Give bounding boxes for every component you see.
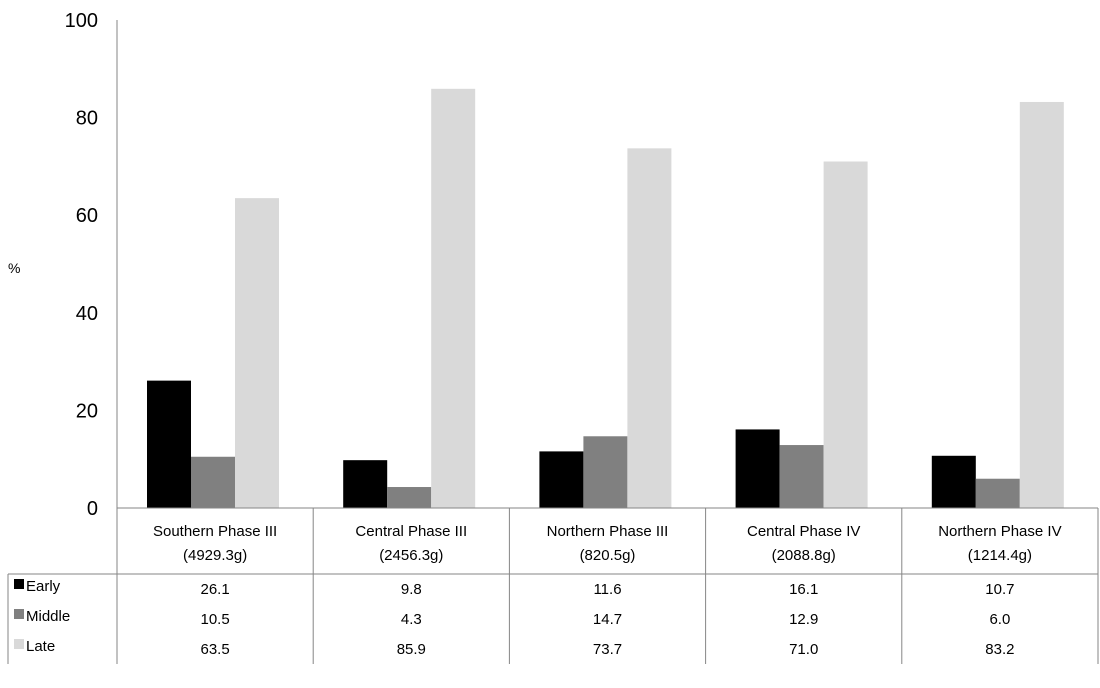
bar-middle: [583, 436, 628, 508]
data-table-cell: 85.9: [397, 641, 426, 658]
bar-early: [931, 455, 976, 508]
bar-late: [235, 198, 279, 508]
category-label: Central Phase IV: [747, 523, 860, 540]
bars: [147, 88, 1064, 509]
y-tick-label: 100: [65, 10, 98, 32]
y-tick-label: 0: [87, 498, 98, 520]
data-table-cell: 73.7: [593, 641, 622, 658]
bar-early: [735, 429, 780, 508]
bar-early: [539, 451, 584, 508]
data-table-cell: 9.8: [401, 581, 422, 598]
data-table-cell: 4.3: [401, 611, 422, 628]
y-tick-label: 40: [76, 303, 98, 325]
data-table-cell: 63.5: [200, 641, 229, 658]
bar-early: [147, 380, 191, 508]
bar-late: [823, 161, 868, 508]
legend-key-late: [14, 639, 24, 649]
category-label: Northern Phase III: [547, 523, 669, 540]
data-table-cell: 10.7: [985, 581, 1014, 598]
category-label: (4929.3g): [183, 547, 247, 564]
y-tick-label: 60: [76, 205, 98, 227]
legend-key-early: [14, 579, 24, 589]
y-tick-label: 20: [76, 400, 98, 422]
bar-late: [1019, 101, 1064, 508]
category-label: (2088.8g): [772, 547, 836, 564]
category-label: Central Phase III: [355, 523, 467, 540]
bar-middle: [779, 445, 824, 508]
data-table-cell: 11.6: [593, 581, 621, 598]
legend-label: Middle: [26, 608, 70, 625]
bar-middle: [191, 456, 235, 508]
legend-key-middle: [14, 609, 24, 619]
category-label: (820.5g): [580, 547, 636, 564]
category-labels: Southern Phase III (4929.3g) Central Phase…: [153, 523, 1062, 564]
data-table-cell: 71.0: [789, 641, 818, 658]
bar-early: [343, 460, 388, 508]
data-table-cell: 10.5: [200, 611, 229, 628]
data-table-cell: 26.1: [200, 581, 229, 598]
data-table-cell: 12.9: [789, 611, 818, 628]
bar-late: [431, 88, 476, 509]
category-label: Southern Phase III: [153, 523, 277, 540]
data-table-cell: 16.1: [789, 581, 818, 598]
data-table-cell: 6.0: [989, 611, 1010, 628]
category-label: Northern Phase IV: [938, 523, 1061, 540]
data-table: Early 26.1 9.8 11.6 16.1 10.7 Middle 10.5 4.3 14.…: [14, 578, 1015, 658]
category-label: (1214.4g): [968, 547, 1032, 564]
y-tick-label: 80: [76, 108, 98, 130]
category-label: (2456.3g): [379, 547, 443, 564]
legend-label: Late: [26, 638, 55, 655]
y-axis-ticks: 0 20 40 60 80 100: [65, 10, 98, 520]
y-axis-label: %: [8, 260, 20, 276]
legend-label: Early: [26, 578, 61, 595]
axis-and-table-lines: [7, 20, 1099, 664]
bar-middle: [387, 487, 432, 508]
data-table-cell: 14.7: [593, 611, 622, 628]
bar-late: [627, 148, 672, 508]
data-table-cell: 83.2: [985, 641, 1014, 658]
bar-middle: [975, 478, 1020, 508]
